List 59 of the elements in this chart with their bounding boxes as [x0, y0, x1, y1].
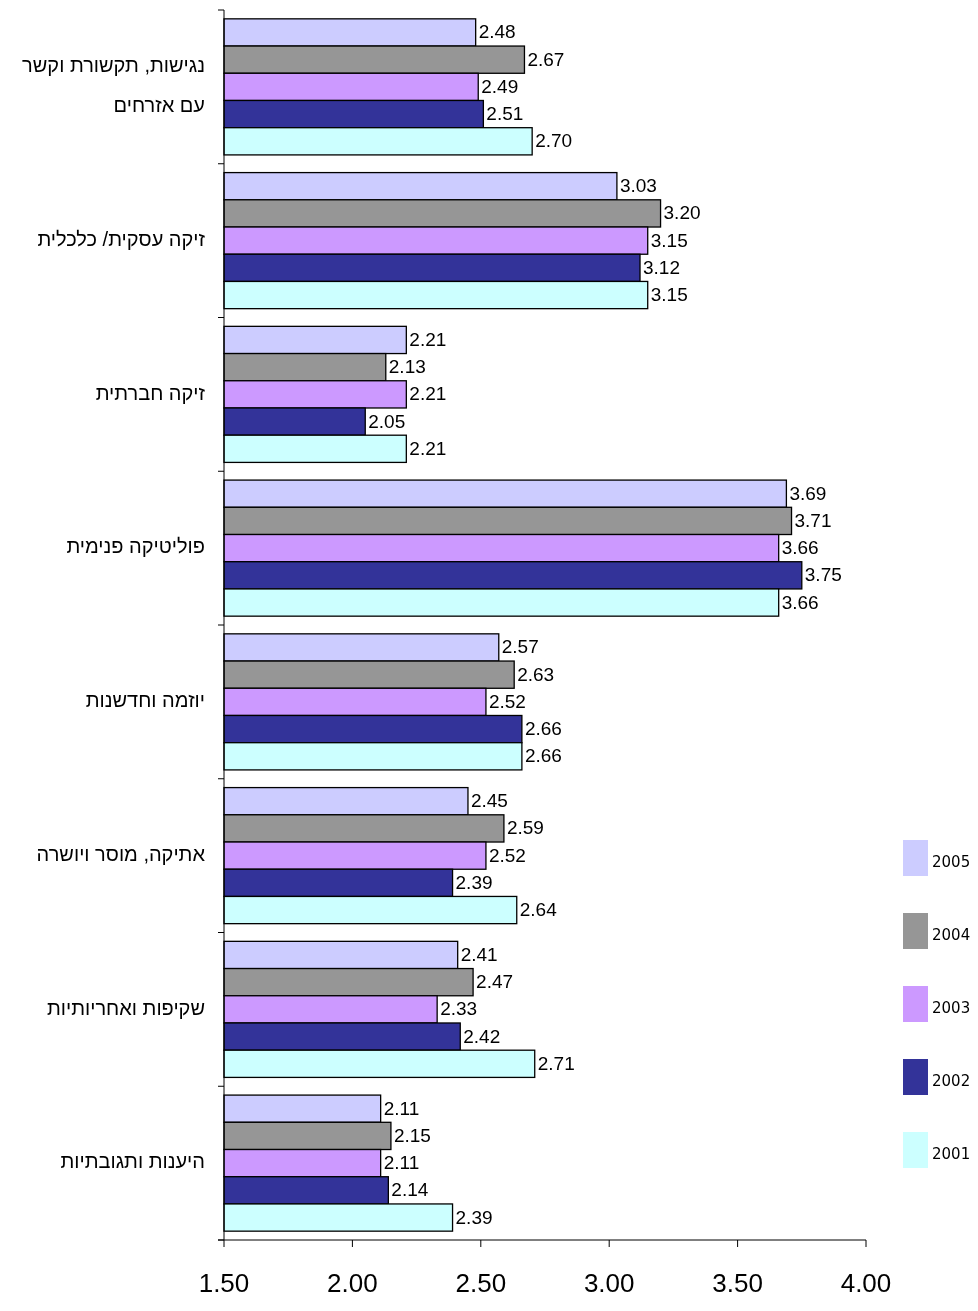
data-label: 2.21: [409, 328, 447, 350]
data-label: 2.51: [486, 103, 524, 125]
data-label: 2.11: [383, 1097, 420, 1119]
x-tick-label: 4.00: [840, 1268, 892, 1298]
data-label: 2.15: [393, 1124, 431, 1146]
legend-label: 2004: [932, 925, 971, 944]
data-label: 2.47: [476, 971, 514, 993]
y-tick-label: נגישות, תקשורת וקשר עם אזרחים: [22, 54, 205, 117]
legend-label: 2001: [932, 1144, 971, 1163]
data-label: 2.45: [470, 790, 508, 812]
data-label: 2.33: [440, 998, 478, 1020]
legend-label: 2005: [932, 852, 971, 871]
data-label: 2.13: [388, 356, 426, 378]
data-label: 2.59: [506, 817, 544, 839]
y-tick-label: פוליטיקה פנימית: [66, 535, 205, 558]
data-label: 2.52: [488, 690, 526, 712]
data-label: 2.57: [501, 636, 539, 658]
y-tick-label: שקיפות ואחריותיות: [47, 996, 205, 1019]
data-label: 2.71: [537, 1052, 575, 1074]
data-label: 2.67: [527, 48, 565, 70]
legend-label: 2003: [932, 998, 971, 1017]
x-tick-label: 1.50: [198, 1268, 250, 1298]
y-tick-label: היענות ותגובתיות: [60, 1150, 205, 1173]
data-label: 3.15: [650, 229, 688, 251]
data-label: 2.14: [391, 1179, 429, 1201]
legend-label: 2002: [932, 1071, 971, 1090]
y-tick-label: אתיקה, מוסר ויושרה: [36, 842, 206, 865]
data-label: 3.75: [804, 564, 842, 586]
data-label: 2.63: [517, 663, 555, 685]
data-label: 2.39: [455, 1206, 493, 1228]
data-label: 2.39: [455, 871, 493, 893]
x-tick-label: 2.00: [327, 1268, 378, 1298]
y-tick-label: יוזמה וחדשנות: [85, 689, 205, 712]
data-label: 2.70: [535, 130, 573, 152]
data-label: 3.66: [781, 537, 819, 559]
data-label: 3.20: [663, 202, 701, 224]
data-label: 2.21: [409, 437, 447, 459]
data-label: 2.49: [481, 75, 519, 97]
data-label: 2.66: [524, 718, 562, 740]
x-tick-label: 3.00: [583, 1268, 635, 1298]
data-label: 2.42: [463, 1025, 501, 1047]
data-label: 2.48: [478, 21, 516, 43]
data-label: 2.05: [368, 410, 406, 432]
x-tick-label: 3.50: [712, 1268, 763, 1298]
data-label: 2.64: [519, 899, 558, 921]
data-label: 3.12: [643, 256, 680, 278]
data-label: 2.21: [409, 383, 447, 405]
data-label: 3.15: [650, 284, 688, 306]
data-label: 3.71: [794, 509, 832, 531]
data-label: 2.66: [524, 745, 562, 767]
data-label: 2.11: [383, 1152, 420, 1174]
y-tick-label: זיקה עסקית/ כלכלית: [37, 227, 206, 250]
data-label: 2.52: [488, 844, 526, 866]
data-label: 3.69: [789, 482, 827, 504]
data-label: 2.41: [460, 943, 498, 965]
x-tick-label: 2.50: [455, 1268, 507, 1298]
data-label: 3.66: [781, 591, 819, 613]
data-label: 3.03: [619, 175, 657, 197]
y-tick-label: זיקה חברתית: [95, 381, 206, 404]
